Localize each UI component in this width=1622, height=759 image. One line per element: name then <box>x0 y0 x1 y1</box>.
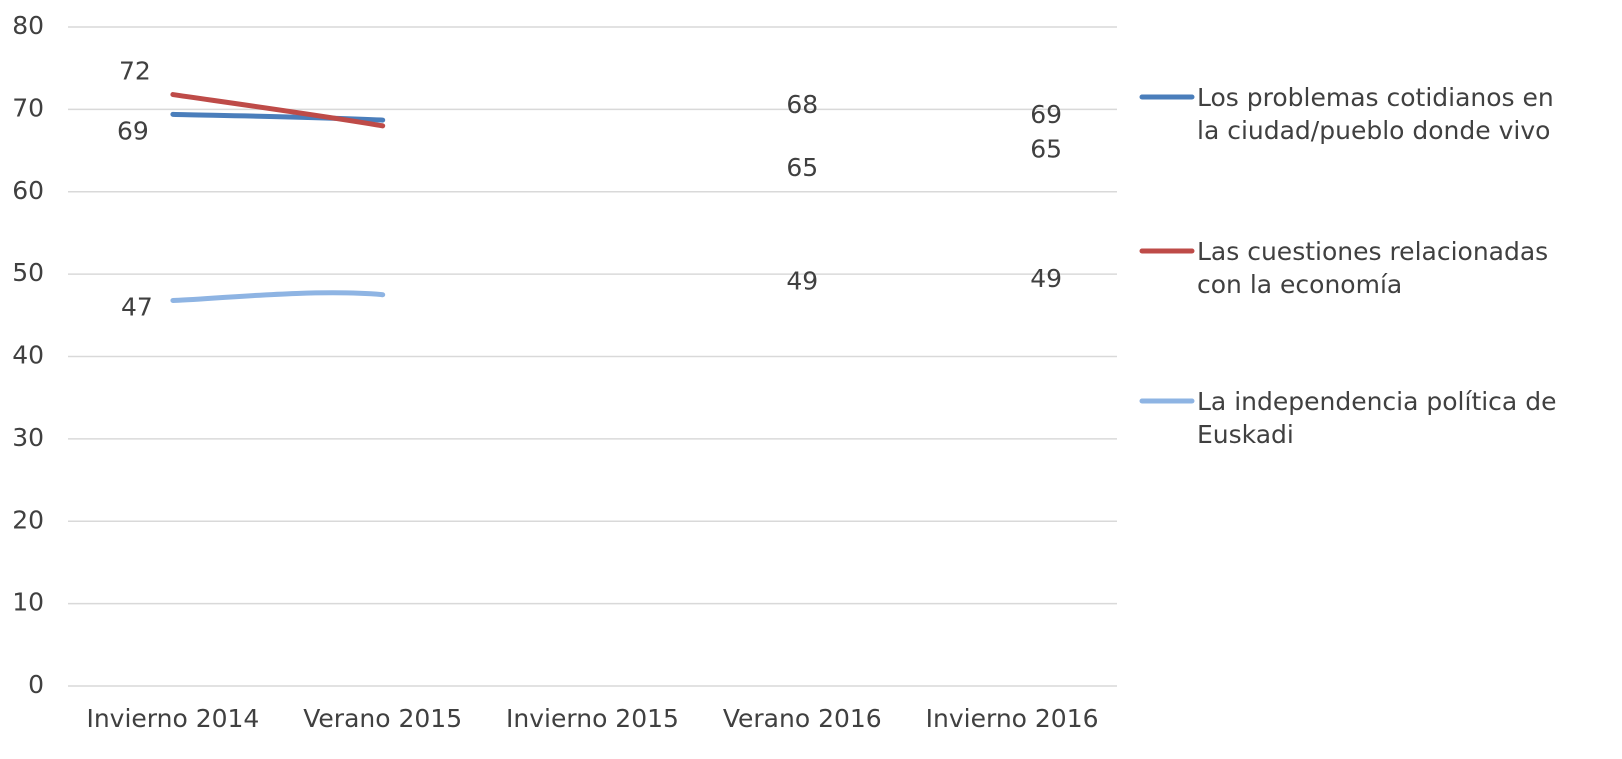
y-tick-label: 30 <box>12 423 44 452</box>
x-tick-label: Invierno 2014 <box>86 704 259 733</box>
data-label: 69 <box>1030 100 1062 129</box>
data-label: 68 <box>786 90 818 119</box>
y-tick-label: 0 <box>28 670 44 699</box>
x-tick-label: Verano 2015 <box>303 704 462 733</box>
y-tick-label: 10 <box>12 588 44 617</box>
data-label: 49 <box>1030 264 1062 293</box>
data-label: 72 <box>119 57 151 86</box>
x-tick-label: Invierno 2015 <box>506 704 679 733</box>
legend-label: La independencia política de Euskadi <box>1197 387 1557 449</box>
data-label: 65 <box>786 153 818 182</box>
y-tick-label: 20 <box>12 505 44 534</box>
y-tick-label: 50 <box>12 258 44 287</box>
series-line <box>170 92 386 129</box>
x-tick-label: Verano 2016 <box>723 704 882 733</box>
data-label: 47 <box>121 292 153 321</box>
legend-label: Las cuestiones relacionadas con la econo… <box>1197 237 1549 299</box>
x-tick-label: Invierno 2016 <box>926 704 1099 733</box>
legend-label: Los problemas cotidianos en la ciudad/pu… <box>1197 83 1554 145</box>
data-label: 49 <box>786 266 818 295</box>
series-line <box>170 290 386 303</box>
y-tick-label: 70 <box>12 93 44 122</box>
data-label: 69 <box>117 116 149 145</box>
y-tick-label: 40 <box>12 341 44 370</box>
y-tick-label: 60 <box>12 176 44 205</box>
y-tick-label: 80 <box>12 11 44 40</box>
data-label: 65 <box>1030 135 1062 164</box>
